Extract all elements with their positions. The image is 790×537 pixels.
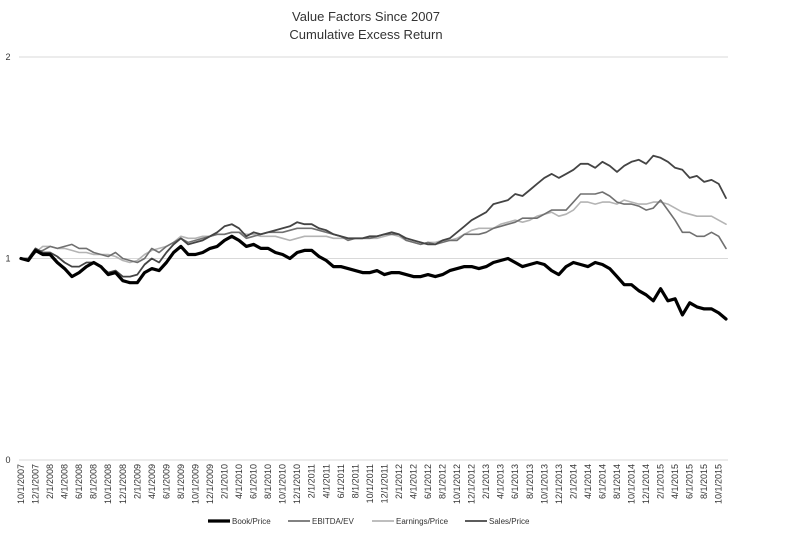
x-tick-label: 10/1/2010 [278,464,288,504]
chart-subtitle: Cumulative Excess Return [289,27,442,42]
gridlines [19,56,728,461]
legend-label-sales-price: Sales/Price [489,517,530,526]
x-tick-label: 2/1/2015 [656,464,666,499]
x-tick-label: 2/1/2008 [45,464,55,499]
legend-label-earnings-price: Earnings/Price [396,517,449,526]
x-tick-label: 10/1/2015 [714,464,724,504]
x-tick-label: 8/1/2008 [89,464,99,499]
x-tick-label: 8/1/2010 [263,464,273,499]
x-tick-label: 2/1/2014 [568,464,578,499]
x-tick-label: 6/1/2015 [685,464,695,499]
series-line-earnings-price [20,199,727,264]
x-tick-label: 2/1/2009 [132,464,142,499]
x-axis: 10/1/2007 12/1/2007 2/1/2008 4/1/2008 6/1/20… [16,464,724,504]
x-tick-label: 4/1/2012 [408,464,418,499]
y-tick-label: 1 [5,254,10,264]
legend: Book/Price EBITDA/EV Earnings/Price Sales/P… [208,517,530,526]
chart-title: Value Factors Since 2007 [292,9,440,24]
x-tick-label: 12/1/2013 [554,464,564,504]
x-tick-label: 8/1/2015 [699,464,709,499]
x-tick-label: 6/1/2014 [597,464,607,499]
x-tick-label: 4/1/2013 [496,464,506,499]
legend-label-ebitda-ev: EBITDA/EV [312,517,354,526]
x-tick-label: 6/1/2010 [249,464,259,499]
x-tick-label: 10/1/2012 [452,464,462,504]
x-tick-label: 4/1/2014 [583,464,593,499]
x-tick-label: 4/1/2015 [670,464,680,499]
y-axis: 0 1 2 [5,52,10,465]
x-tick-label: 6/1/2013 [510,464,520,499]
x-tick-label: 10/1/2013 [539,464,549,504]
x-tick-label: 10/1/2007 [16,464,26,504]
x-tick-label: 8/1/2014 [612,464,622,499]
x-tick-label: 6/1/2011 [336,464,346,498]
x-tick-label: 12/1/2012 [467,464,477,504]
x-tick-label: 12/1/2011 [379,464,389,503]
x-tick-label: 6/1/2008 [74,464,84,499]
x-tick-label: 10/1/2014 [627,464,637,504]
x-tick-label: 2/1/2012 [394,464,404,499]
x-tick-label: 8/1/2009 [176,464,186,499]
series-line-ebitda-ev [20,191,727,264]
x-tick-label: 10/1/2009 [190,464,200,504]
x-tick-label: 2/1/2010 [220,464,230,499]
x-tick-label: 12/1/2009 [205,464,215,504]
x-tick-label: 10/1/2011 [365,464,375,503]
x-tick-label: 12/1/2014 [641,464,651,504]
x-tick-label: 8/1/2012 [438,464,448,499]
x-tick-label: 8/1/2013 [525,464,535,499]
x-tick-label: 4/1/2009 [147,464,157,499]
x-tick-label: 4/1/2010 [234,464,244,499]
series-lines [19,154,728,321]
x-tick-label: 6/1/2012 [423,464,433,499]
x-tick-label: 12/1/2008 [118,464,128,504]
series-line-sales-price [20,154,727,278]
y-tick-label: 0 [5,455,10,465]
x-tick-label: 12/1/2007 [31,464,41,504]
legend-label-book-price: Book/Price [232,517,271,526]
x-tick-label: 4/1/2011 [321,464,331,498]
x-tick-label: 2/1/2013 [481,464,491,499]
x-tick-label: 12/1/2010 [292,464,302,504]
x-tick-label: 6/1/2009 [161,464,171,499]
x-tick-label: 4/1/2008 [60,464,70,499]
x-tick-label: 8/1/2011 [350,464,360,498]
x-tick-label: 2/1/2011 [307,464,317,498]
x-tick-label: 10/1/2008 [103,464,113,504]
series-line-book-price [19,234,728,321]
y-tick-label: 2 [5,52,10,62]
